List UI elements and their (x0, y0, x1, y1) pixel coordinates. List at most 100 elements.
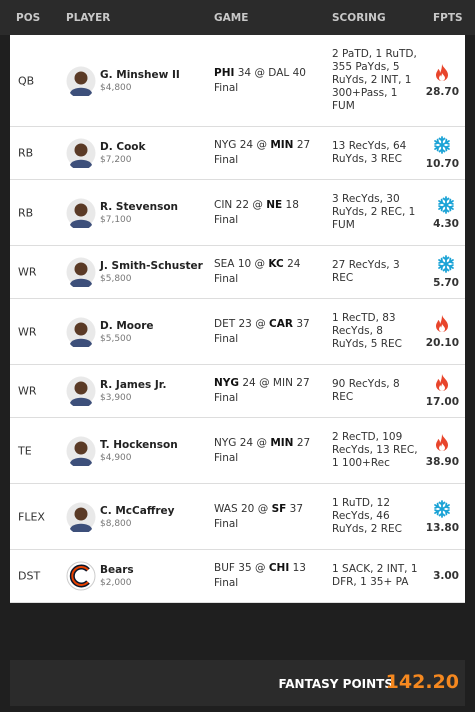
position: TE (18, 444, 32, 457)
player-name: R. James Jr. (100, 379, 167, 391)
trend-icon (445, 197, 450, 201)
game-info: WAS 20 @ SF 37 Final (214, 502, 303, 532)
fpts-value: 5.70 (433, 277, 459, 289)
home-team: MIN (272, 377, 293, 389)
fpts-value: 13.80 (425, 521, 459, 534)
game-score: SEA 10 @ KC 24 (214, 258, 301, 270)
trend-icon (438, 255, 454, 273)
player-name: Bears (100, 564, 134, 576)
avatar (66, 436, 96, 468)
away-team: SEA (214, 258, 235, 270)
player-row: WR R. James Jr. $3,900 NYG 24 @ MIN 27 Final… (10, 365, 465, 418)
fpts-value: 28.70 (425, 85, 459, 98)
avatar-image (71, 566, 89, 586)
position: RB (18, 206, 34, 219)
player-salary: $2,000 (100, 578, 132, 588)
fpts-value: 3.00 (433, 570, 459, 582)
trend-icon (437, 146, 440, 152)
footer: FANTASY POINTS 142.20 (10, 660, 465, 706)
avatar-image (66, 436, 96, 468)
trend-icon (441, 137, 446, 142)
game-status: Final (214, 577, 239, 589)
away-score: 24 (242, 377, 256, 389)
fpts: 5.70 (433, 255, 459, 289)
col-game: GAME (214, 12, 249, 24)
player-salary: $7,200 (100, 155, 132, 165)
trend-icon (445, 208, 450, 212)
trend-icon (441, 512, 446, 516)
game-score: WAS 20 @ SF 37 (214, 502, 304, 515)
player-salary: $7,100 (100, 214, 132, 225)
away-score: 22 (235, 198, 250, 211)
fpts-value: 38.90 (425, 455, 459, 468)
trend-icon (434, 502, 451, 515)
position: DST (18, 569, 41, 583)
game-info: BUF 35 @ CHI 13 Final (214, 561, 306, 591)
home-score: 27 (296, 436, 311, 449)
avatar-image (66, 502, 96, 534)
trend-icon (440, 205, 444, 211)
trend-icon (449, 201, 454, 205)
avatar (66, 502, 96, 534)
footer-label: FANTASY POINTS (278, 677, 393, 691)
home-score: 24 (287, 258, 301, 270)
home-team: MIN (270, 436, 294, 449)
game-status: Final (214, 332, 239, 345)
game-status: Final (214, 451, 239, 464)
avatar (66, 376, 96, 409)
home-team: CHI (268, 562, 290, 574)
fpts: 3.00 (433, 570, 459, 582)
player-name: J. Smith-Schuster (100, 260, 203, 272)
game-score: CIN 22 @ NE 18 (214, 198, 299, 211)
avatar-image (74, 381, 88, 395)
player-info: T. Hockenson $4,900 (100, 439, 178, 463)
away-score: 24 (239, 436, 254, 449)
home-team: KC (268, 258, 284, 270)
fpts-value: 20.10 (425, 336, 459, 349)
player-row: WR J. Smith-Schuster $5,800 SEA 10 @ KC 24 F… (10, 246, 465, 299)
player-info: R. James Jr. $3,900 (100, 379, 166, 403)
away-score: 10 (237, 258, 252, 270)
avatar-image (74, 322, 88, 335)
away-team: PHI (214, 66, 235, 79)
avatar-image (74, 203, 88, 216)
trend-icon (449, 260, 454, 264)
game-status: Final (214, 154, 239, 166)
trend-icon (436, 433, 449, 451)
game-score: NYG 24 @ MIN 27 (214, 139, 311, 151)
trend-icon (441, 501, 446, 505)
lineup-table: QB G. Minshew II $4,800 PHI 34 @ DAL 40 Fina… (10, 35, 465, 603)
trend-icon (445, 509, 448, 515)
table-header: POS PLAYER GAME SCORING FPTS (0, 0, 475, 35)
avatar-image (66, 317, 96, 349)
position: FLEX (18, 510, 45, 523)
away-score: 24 (239, 139, 254, 151)
player-row: FLEX C. McCaffrey $8,800 WAS 20 @ SF 37 Fina… (10, 484, 465, 550)
footer-total: 142.20 (385, 671, 459, 693)
game-score: PHI 34 @ DAL 40 (214, 66, 306, 79)
trend-icon (438, 201, 444, 205)
home-score: 37 (289, 502, 304, 515)
position: WR (18, 325, 37, 338)
game-info: SEA 10 @ KC 24 Final (214, 257, 300, 287)
avatar-image (74, 507, 88, 520)
player-name: T. Hockenson (100, 438, 178, 451)
trend-icon (436, 63, 449, 81)
away-team: BUF (214, 562, 235, 574)
scoring: 3 RecYds, 30 RuYds, 2 REC, 1 FUM (332, 193, 416, 231)
avatar-image (74, 143, 88, 157)
away-team: CIN (214, 198, 233, 211)
player-row: QB G. Minshew II $4,800 PHI 34 @ DAL 40 Fina… (10, 35, 465, 127)
player-salary: $3,900 (100, 393, 132, 403)
avatar-image (66, 66, 96, 98)
away-team: WAS (214, 502, 238, 515)
trend-icon (449, 265, 452, 271)
player-salary: $5,500 (100, 333, 132, 344)
position: WR (18, 384, 37, 398)
away-team: NYG (214, 139, 237, 151)
avatar-image (74, 262, 88, 276)
game-info: PHI 34 @ DAL 40 Final (214, 66, 306, 96)
game-status: Final (214, 213, 239, 226)
trend-icon (438, 260, 444, 264)
home-team: DAL (268, 66, 290, 79)
